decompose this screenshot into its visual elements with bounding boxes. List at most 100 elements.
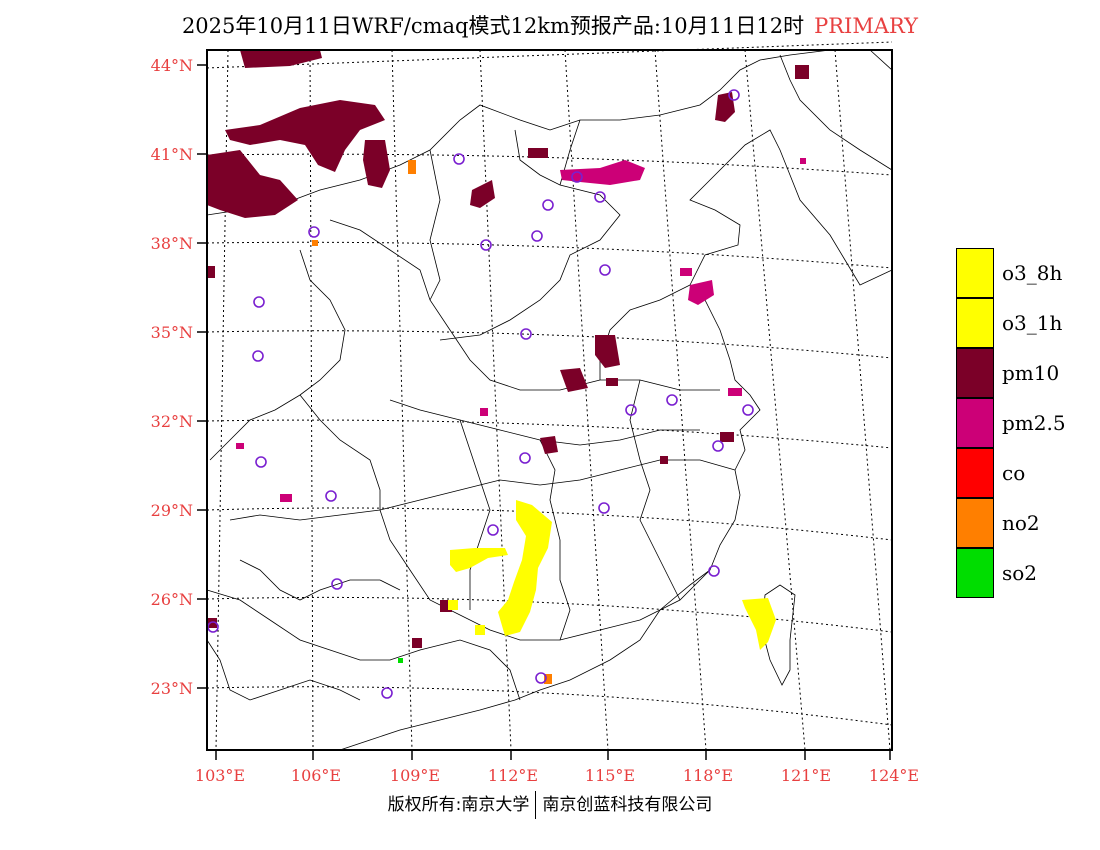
border-vertical-6 <box>299 394 381 510</box>
legend-label: no2 <box>1002 511 1040 535</box>
border-north <box>206 49 893 216</box>
station-marker <box>253 296 265 308</box>
lat-label: 29°N <box>151 501 193 520</box>
station-marker <box>728 89 740 101</box>
o3-spot-1 <box>475 625 485 635</box>
pm25-spot-6 <box>728 388 742 396</box>
legend-swatch <box>956 398 994 448</box>
legend-label: co <box>1002 461 1026 485</box>
station-marker <box>487 524 499 536</box>
station-marker <box>255 456 267 468</box>
border-vertical-5 <box>459 419 491 610</box>
border-vertical-4 <box>539 439 571 641</box>
lat-label: 32°N <box>151 412 193 431</box>
lon-label: 106°E <box>291 766 341 785</box>
pm10-patch-nemg <box>715 92 735 122</box>
no2-cells <box>312 160 552 684</box>
pm10-north-mass <box>207 150 298 218</box>
no2-spot-2 <box>312 240 318 246</box>
legend-label: pm2.5 <box>1002 411 1066 435</box>
legend-swatch <box>956 348 994 398</box>
so2-spot-1 <box>398 658 403 663</box>
parallel-23 <box>206 686 893 726</box>
lon-label: 118°E <box>683 766 733 785</box>
monitoring-stations <box>207 89 754 699</box>
lon-label: 124°E <box>869 766 919 785</box>
station-marker <box>535 672 547 684</box>
station-marker <box>625 404 637 416</box>
legend-swatch <box>956 448 994 498</box>
legend-label: so2 <box>1002 561 1038 585</box>
station-marker <box>708 565 720 577</box>
meridian-115 <box>564 49 609 751</box>
so2-cells <box>398 658 403 663</box>
legend-swatch <box>956 548 994 598</box>
pm10-spot-7 <box>412 638 422 648</box>
pm10-top-edge <box>240 50 322 68</box>
legend-label: o3_8h <box>1002 261 1063 285</box>
o3-cells <box>448 500 776 650</box>
station-marker <box>308 226 320 238</box>
pm10-spot-2 <box>795 65 809 79</box>
lon-label: 115°E <box>585 766 635 785</box>
parallel-26 <box>206 596 893 633</box>
pm10-spot-3 <box>207 266 215 278</box>
station-marker <box>712 440 724 452</box>
station-marker <box>252 350 264 362</box>
lat-label: 35°N <box>151 323 193 342</box>
legend-swatch <box>956 248 994 298</box>
parallel-41 <box>206 153 893 176</box>
station-marker <box>331 578 343 590</box>
coastline <box>339 129 893 751</box>
pm10-spot-1 <box>528 148 548 158</box>
legend-label: o3_1h <box>1002 311 1063 335</box>
pm10-spot-4 <box>606 378 618 386</box>
map-frame <box>206 49 893 751</box>
border-vertical-7 <box>599 284 691 380</box>
lat-label: 44°N <box>151 56 193 75</box>
no2-spot-3 <box>544 674 552 684</box>
legend-label: pm10 <box>1002 361 1060 385</box>
copyright-right: 南京创蓝科技有限公司 <box>542 795 713 815</box>
station-marker <box>571 171 583 183</box>
station-marker <box>381 687 393 699</box>
lat-label: 41°N <box>151 145 193 164</box>
pm10-patch-4 <box>560 368 588 392</box>
station-marker <box>594 191 606 203</box>
pm25-spot-3 <box>236 443 244 449</box>
pollutant-cells <box>207 50 809 684</box>
parallel-35 <box>206 330 893 359</box>
lat-label: 23°N <box>151 679 193 698</box>
station-marker <box>520 328 532 340</box>
station-marker <box>519 452 531 464</box>
pm25-spot-5 <box>800 158 806 164</box>
pm10-patch-3 <box>595 335 620 368</box>
pm10-patch-hebei-n <box>363 140 390 188</box>
border-central-band <box>329 219 720 391</box>
border-southwest <box>206 589 521 701</box>
pm10-patch-2 <box>470 180 495 208</box>
copyright-left: 版权所有:南京大学 <box>387 795 530 815</box>
station-marker <box>325 490 337 502</box>
border-northeast <box>779 54 893 171</box>
lat-label: 38°N <box>151 234 193 253</box>
province-boundaries <box>206 49 893 751</box>
lat-label: 26°N <box>151 590 193 609</box>
station-marker <box>599 264 611 276</box>
station-marker <box>480 239 492 251</box>
meridian-106 <box>309 49 314 751</box>
parallel-38 <box>206 241 893 269</box>
pm10-spot-8 <box>207 618 217 628</box>
pm25-shandong <box>688 280 714 305</box>
border-vertical-1 <box>429 149 441 301</box>
station-marker <box>666 394 678 406</box>
lon-label: 121°E <box>781 766 831 785</box>
o3-fujian-coast <box>742 598 776 650</box>
o3-spot-2 <box>448 600 458 610</box>
lon-label: 109°E <box>390 766 440 785</box>
station-marker <box>742 404 754 416</box>
latitude-labels: 44°N 41°N 38°N 35°N 32°N 29°N 26°N 23°N <box>151 56 193 698</box>
lon-label: 103°E <box>195 766 245 785</box>
meridian-112 <box>479 49 512 751</box>
